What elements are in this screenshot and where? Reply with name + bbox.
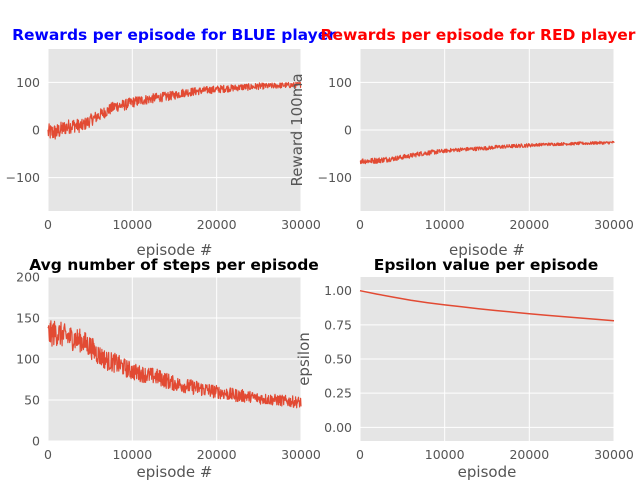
x-tick-label: 30000 xyxy=(281,217,321,232)
y-tick-label: −100 xyxy=(6,170,40,185)
y-axis-label: Reward 100ma xyxy=(288,73,306,186)
x-tick-label: 10000 xyxy=(425,447,465,462)
subplot-avg-steps: 0 10000 20000 30000 0 50 100 150 200 episode # Avg… xyxy=(16,256,321,480)
x-tick-label: 30000 xyxy=(594,217,634,232)
subplot-red-rewards: 0 10000 20000 30000 −100 0 100 episode # Reward … xyxy=(288,26,636,259)
series-line xyxy=(47,81,302,140)
y-tick-label: 100 xyxy=(16,75,40,90)
x-tick-label: 0 xyxy=(44,217,52,232)
y-tick-label: 200 xyxy=(16,270,40,285)
x-tick-label: 10000 xyxy=(425,217,465,232)
y-tick-label: 0 xyxy=(32,123,40,138)
x-tick-label: 10000 xyxy=(112,217,152,232)
y-tick-label: 0.75 xyxy=(324,317,352,332)
x-axis-label: episode xyxy=(458,463,517,480)
series-line xyxy=(359,140,615,165)
y-tick-label: 0 xyxy=(344,123,352,138)
x-tick-label: 0 xyxy=(356,217,364,232)
x-tick-label: 20000 xyxy=(509,217,549,232)
y-tick-label: 100 xyxy=(328,75,352,90)
chart-title: Avg number of steps per episode xyxy=(29,256,319,274)
y-axis-label: epsilon xyxy=(295,332,313,386)
series-line xyxy=(359,289,615,322)
y-tick-label: 0.25 xyxy=(324,386,352,401)
subplot-blue-rewards: 0 10000 20000 30000 −100 0 100 episode # Rewards… xyxy=(6,26,337,259)
y-tick-label: 150 xyxy=(16,311,40,326)
subplot-epsilon: 0 10000 20000 30000 0.00 0.25 0.50 0.75 1.00 epis… xyxy=(295,256,634,480)
y-tick-label: 50 xyxy=(24,393,40,408)
chart-title: Rewards per episode for BLUE player xyxy=(12,26,336,44)
chart-title: Epsilon value per episode xyxy=(374,256,599,274)
x-axis-label: episode # xyxy=(137,463,213,480)
x-tick-label: 30000 xyxy=(594,447,634,462)
y-tick-label: 0 xyxy=(32,434,40,449)
x-tick-label: 20000 xyxy=(197,217,237,232)
x-tick-label: 20000 xyxy=(509,447,549,462)
chart-title: Rewards per episode for RED player xyxy=(321,26,636,44)
x-axis-label: episode # xyxy=(137,241,213,259)
x-axis-label: episode # xyxy=(449,241,525,259)
series-line xyxy=(47,320,302,409)
x-tick-label: 0 xyxy=(356,447,364,462)
y-tick-label: 0.00 xyxy=(324,420,352,435)
x-tick-label: 20000 xyxy=(197,447,237,462)
y-tick-label: 100 xyxy=(16,352,40,367)
y-tick-label: 0.50 xyxy=(324,352,352,367)
x-tick-label: 0 xyxy=(44,447,52,462)
x-tick-label: 30000 xyxy=(281,447,321,462)
y-tick-label: −100 xyxy=(318,170,352,185)
x-tick-label: 10000 xyxy=(112,447,152,462)
y-tick-label: 1.00 xyxy=(324,283,352,298)
